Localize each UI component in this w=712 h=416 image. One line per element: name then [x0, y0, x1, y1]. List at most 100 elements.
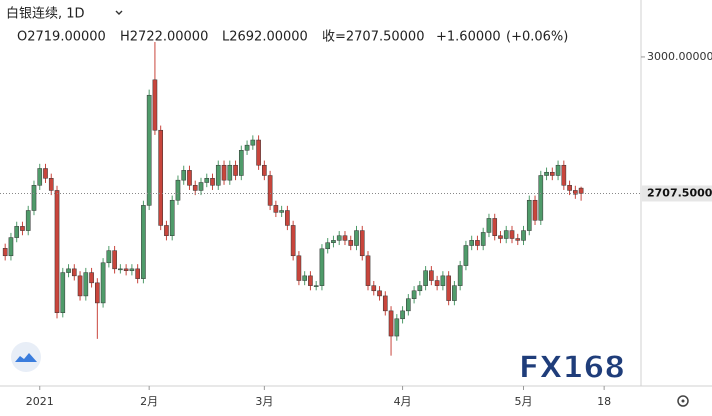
candle-body: [267, 175, 273, 206]
candle-body: [371, 285, 377, 292]
candle-body: [411, 290, 417, 299]
candle-body: [285, 210, 290, 226]
x-tick-label: 2021: [26, 395, 54, 408]
candle-body: [158, 129, 164, 226]
candle-body: [469, 240, 475, 246]
candle-body: [463, 245, 469, 266]
candle-body: [549, 171, 555, 176]
candle-body: [532, 199, 538, 221]
plot-area: [0, 42, 641, 356]
candle-body: [169, 199, 175, 236]
candle-body: [503, 230, 509, 239]
ohlc-change: +1.60000: [436, 30, 501, 45]
candle-body: [146, 94, 152, 206]
candle-body: [2, 248, 8, 257]
candle-body: [31, 185, 37, 211]
x-tick-label: 4月: [394, 395, 412, 408]
candle-body: [290, 225, 296, 257]
candle-body: [336, 235, 342, 241]
candle-body: [406, 298, 411, 312]
candle-body: [515, 238, 521, 241]
candle-body: [400, 310, 405, 320]
ohlc-change-pct: (+0.06%): [506, 30, 568, 45]
candle-body: [538, 175, 544, 221]
candle-body: [394, 318, 400, 337]
candle-body: [279, 210, 284, 213]
candle-body: [319, 248, 325, 286]
candle-body: [164, 225, 169, 236]
candle-body: [256, 139, 261, 166]
candle-body: [578, 187, 584, 194]
candle-body: [573, 190, 578, 195]
ohlc-close: 收=2707.50000: [322, 30, 424, 45]
candle-body: [238, 150, 244, 176]
candle-body: [446, 275, 451, 301]
candle-body: [204, 178, 210, 183]
candle-body: [308, 275, 313, 286]
settings-icon[interactable]: [677, 395, 689, 407]
candle-body: [382, 295, 388, 312]
candle-body: [475, 240, 480, 246]
candle-body: [187, 170, 192, 186]
candle-body: [89, 272, 94, 284]
candle-body: [244, 144, 250, 151]
candle-body: [83, 272, 89, 297]
candle-body: [210, 178, 215, 186]
candle-body: [273, 205, 279, 213]
candle-body: [296, 255, 302, 281]
candle-body: [129, 268, 135, 271]
candle-body: [359, 230, 365, 257]
candle-body: [221, 164, 227, 181]
candle-body: [567, 185, 572, 191]
candle-body: [423, 270, 428, 286]
candle-body: [498, 235, 503, 239]
candle-body: [54, 190, 60, 313]
x-tick-label: 18: [597, 395, 611, 408]
candle-body: [250, 139, 256, 146]
candle-body: [555, 164, 561, 176]
candle-body: [106, 250, 112, 264]
candle-body: [365, 255, 371, 286]
candle-body: [60, 272, 66, 313]
ohlc-open: O2719.00000: [17, 30, 106, 45]
candle-body: [95, 282, 100, 304]
candle-body: [48, 178, 54, 191]
settings-ring: [677, 395, 689, 407]
candle-body: [233, 164, 238, 176]
candle-body: [561, 164, 567, 186]
symbol: 白银连续, 1D: [6, 6, 85, 22]
candle-body: [198, 182, 204, 191]
candle-body: [8, 237, 14, 257]
candle-body: [452, 285, 457, 301]
candle-body: [342, 235, 348, 241]
candle-body: [313, 285, 319, 287]
watermark: FX168: [519, 351, 625, 386]
candle-body: [486, 218, 492, 233]
candle-body: [215, 164, 221, 186]
candle-body: [544, 171, 549, 176]
candle-body: [331, 240, 336, 243]
candle-body: [526, 199, 532, 231]
candle-body: [480, 232, 486, 246]
symbol-dropdown[interactable]: [115, 10, 123, 15]
candle-body: [492, 218, 498, 236]
candle-body: [25, 210, 31, 231]
y-tick-label: 3000.00000: [647, 50, 712, 63]
candle-body: [377, 290, 382, 297]
candle-body: [152, 79, 158, 131]
candle-body: [175, 179, 181, 201]
candle-body: [20, 226, 25, 231]
candle-body: [429, 270, 434, 281]
candle-body: [192, 185, 198, 191]
candle-body: [123, 268, 129, 271]
candle-body: [262, 164, 267, 176]
ohlc-high: H2722.00000: [120, 30, 208, 45]
candle-body: [118, 268, 123, 271]
ohlc-low: L2692.00000: [222, 30, 308, 45]
candle-body: [325, 242, 331, 250]
candle-body: [37, 168, 43, 186]
candle-body: [112, 250, 117, 270]
candle-body: [141, 205, 146, 279]
candle-body: [135, 268, 140, 279]
